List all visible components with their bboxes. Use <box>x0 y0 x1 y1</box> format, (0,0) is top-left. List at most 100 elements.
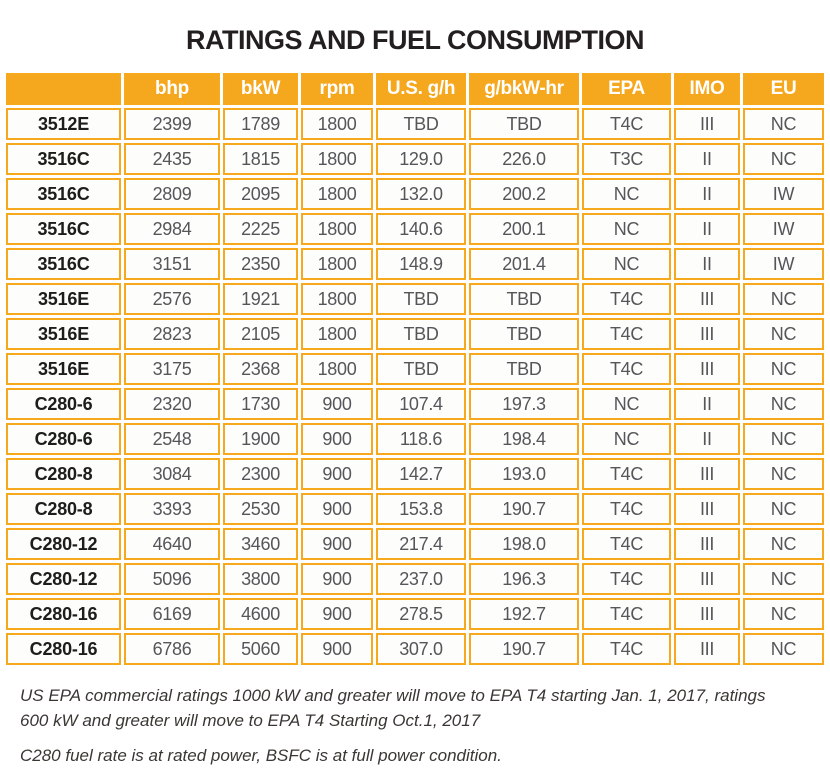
table-cell: 307.0 <box>376 633 466 665</box>
table-cell: NC <box>743 458 824 490</box>
table-cell: 6169 <box>124 598 220 630</box>
table-cell: 4640 <box>124 528 220 560</box>
engine-column-header <box>6 73 121 105</box>
table-row: C280-12 5096 3800 900 237.0 196.3 T4C III NC <box>6 563 824 595</box>
table-row: C280-6 2320 1730 900 107.4 197.3 NC II NC <box>6 388 824 420</box>
ratings-table: bhp bkW rpm U.S. g/h g/bkW-hr EPA IMO EU 3512E 2… <box>3 70 827 668</box>
table-cell: T4C <box>582 598 671 630</box>
table-cell: 3460 <box>223 528 298 560</box>
table-cell: III <box>674 318 740 350</box>
table-cell: 1800 <box>301 143 373 175</box>
table-cell: NC <box>743 493 824 525</box>
table-cell: 198.0 <box>469 528 579 560</box>
table-cell: II <box>674 213 740 245</box>
table-cell: 153.8 <box>376 493 466 525</box>
table-cell: 148.9 <box>376 248 466 280</box>
column-header: U.S. g/h <box>376 73 466 105</box>
table-cell: 200.2 <box>469 178 579 210</box>
table-cell: 237.0 <box>376 563 466 595</box>
table-cell: NC <box>582 178 671 210</box>
table-cell: 1921 <box>223 283 298 315</box>
table-cell: T4C <box>582 563 671 595</box>
table-row: 3516E 2823 2105 1800 TBD TBD T4C III NC <box>6 318 824 350</box>
engine-model-cell: 3512E <box>6 108 121 140</box>
engine-model-cell: C280-12 <box>6 563 121 595</box>
table-cell: IW <box>743 213 824 245</box>
engine-model-cell: 3516C <box>6 248 121 280</box>
table-cell: 132.0 <box>376 178 466 210</box>
table-cell: NC <box>743 388 824 420</box>
table-cell: T4C <box>582 108 671 140</box>
engine-model-cell: C280-6 <box>6 423 121 455</box>
table-row: 3516C 2809 2095 1800 132.0 200.2 NC II IW <box>6 178 824 210</box>
table-cell: 201.4 <box>469 248 579 280</box>
table-cell: 192.7 <box>469 598 579 630</box>
engine-model-cell: C280-16 <box>6 633 121 665</box>
table-cell: 190.7 <box>469 493 579 525</box>
table-cell: 900 <box>301 388 373 420</box>
table-row: 3516C 2984 2225 1800 140.6 200.1 NC II IW <box>6 213 824 245</box>
table-cell: NC <box>743 353 824 385</box>
table-cell: 129.0 <box>376 143 466 175</box>
table-cell: 142.7 <box>376 458 466 490</box>
table-row: 3516E 3175 2368 1800 TBD TBD T4C III NC <box>6 353 824 385</box>
table-row: 3516E 2576 1921 1800 TBD TBD T4C III NC <box>6 283 824 315</box>
table-cell: 3151 <box>124 248 220 280</box>
table-cell: 6786 <box>124 633 220 665</box>
engine-model-cell: 3516E <box>6 353 121 385</box>
table-cell: 140.6 <box>376 213 466 245</box>
table-cell: III <box>674 633 740 665</box>
engine-model-cell: C280-8 <box>6 458 121 490</box>
table-row: 3516C 2435 1815 1800 129.0 226.0 T3C II NC <box>6 143 824 175</box>
table-cell: NC <box>582 248 671 280</box>
table-row: C280-6 2548 1900 900 118.6 198.4 NC II NC <box>6 423 824 455</box>
column-header: bhp <box>124 73 220 105</box>
table-cell: T4C <box>582 528 671 560</box>
table-cell: 2300 <box>223 458 298 490</box>
table-cell: NC <box>582 388 671 420</box>
table-cell: II <box>674 388 740 420</box>
table-row: C280-8 3393 2530 900 153.8 190.7 T4C III NC <box>6 493 824 525</box>
table-cell: 900 <box>301 633 373 665</box>
table-cell: 5060 <box>223 633 298 665</box>
table-cell: 2320 <box>124 388 220 420</box>
table-cell: 900 <box>301 423 373 455</box>
table-cell: III <box>674 598 740 630</box>
column-header: g/bkW-hr <box>469 73 579 105</box>
table-cell: NC <box>743 423 824 455</box>
table-cell: IW <box>743 248 824 280</box>
table-cell: 900 <box>301 598 373 630</box>
table-cell: 900 <box>301 563 373 595</box>
engine-model-cell: C280-8 <box>6 493 121 525</box>
table-cell: 200.1 <box>469 213 579 245</box>
page-title: RATINGS AND FUEL CONSUMPTION <box>186 25 645 55</box>
table-cell: TBD <box>376 283 466 315</box>
footnote-c280-fuel-rate: C280 fuel rate is at rated power, BSFC i… <box>20 746 502 766</box>
table-cell: 1900 <box>223 423 298 455</box>
table-row: 3512E 2399 1789 1800 TBD TBD T4C III NC <box>6 108 824 140</box>
table-cell: III <box>674 108 740 140</box>
table-cell: TBD <box>469 353 579 385</box>
table-cell: III <box>674 528 740 560</box>
table-cell: III <box>674 458 740 490</box>
table-cell: 1800 <box>301 248 373 280</box>
column-header: EU <box>743 73 824 105</box>
table-cell: TBD <box>469 318 579 350</box>
table-cell: 1800 <box>301 178 373 210</box>
table-cell: 900 <box>301 493 373 525</box>
table-header-row: bhp bkW rpm U.S. g/h g/bkW-hr EPA IMO EU <box>6 73 824 105</box>
column-header: bkW <box>223 73 298 105</box>
table-cell: 217.4 <box>376 528 466 560</box>
table-cell: NC <box>743 283 824 315</box>
table-cell: 2576 <box>124 283 220 315</box>
table-cell: 2823 <box>124 318 220 350</box>
table-cell: 118.6 <box>376 423 466 455</box>
table-cell: III <box>674 353 740 385</box>
footnotes: US EPA commercial ratings 1000 kW and gr… <box>20 684 810 769</box>
table-cell: 1800 <box>301 283 373 315</box>
table-cell: 197.3 <box>469 388 579 420</box>
table-cell: 1800 <box>301 108 373 140</box>
table-cell: 107.4 <box>376 388 466 420</box>
table-cell: 2399 <box>124 108 220 140</box>
